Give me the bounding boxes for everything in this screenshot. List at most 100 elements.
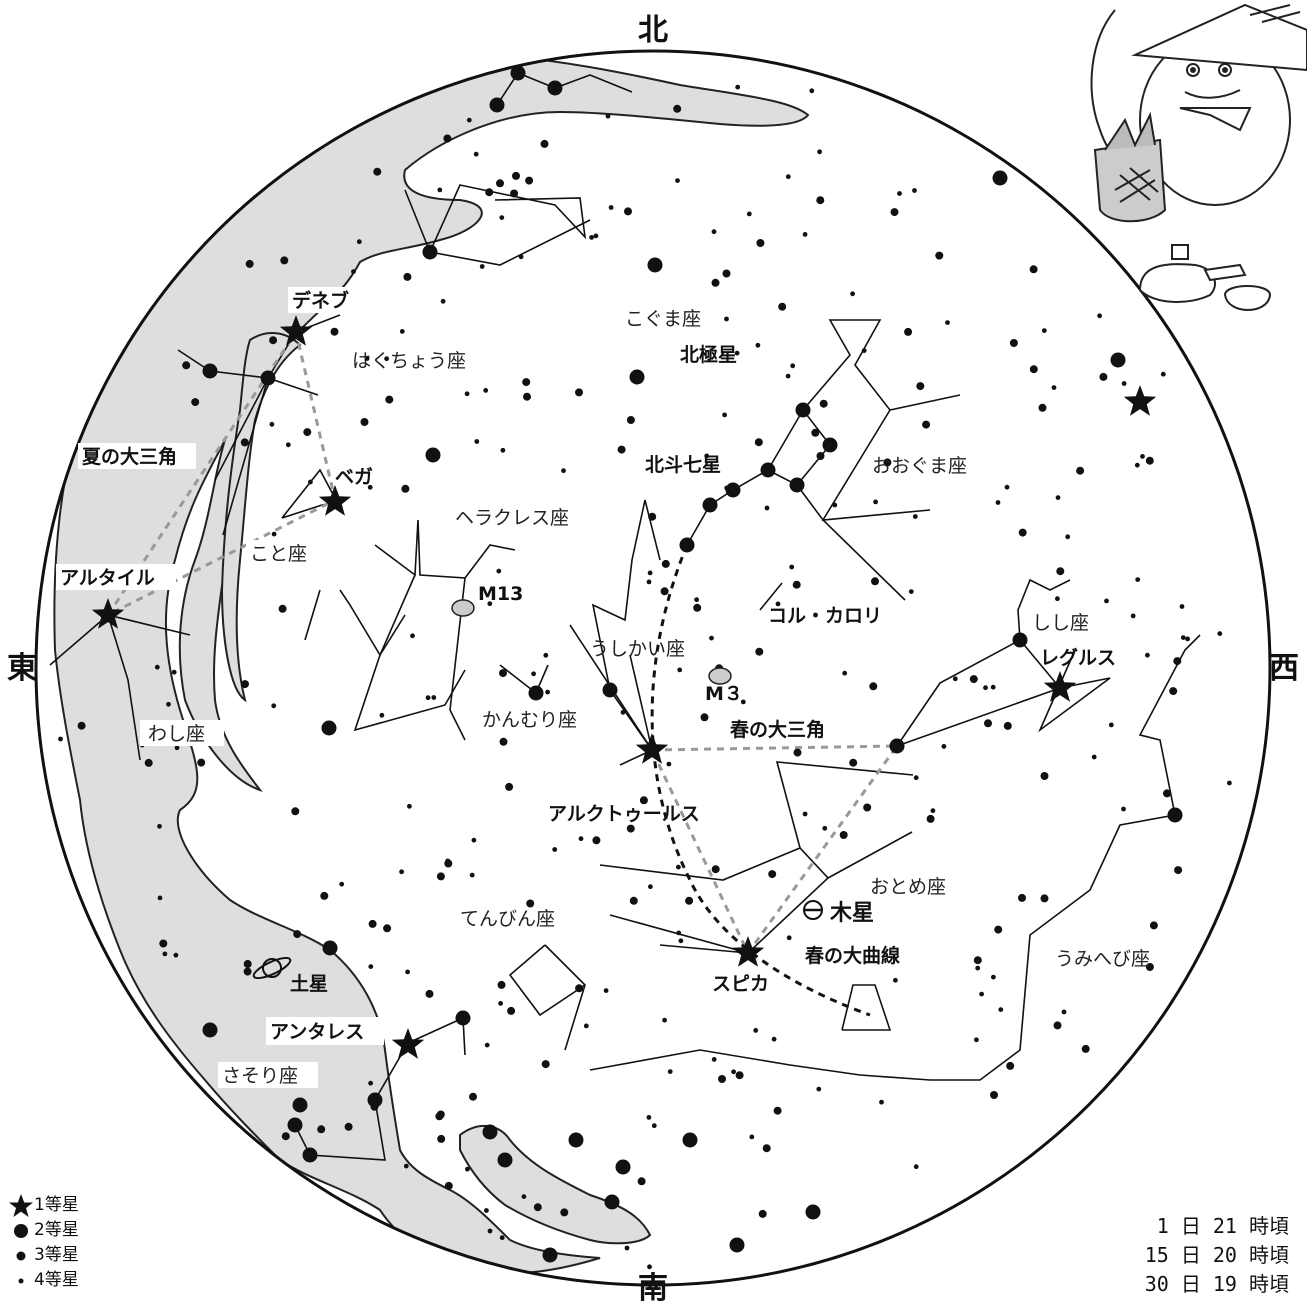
legend-row-3: 3等星 — [8, 1243, 79, 1268]
label-polaris: 北極星 — [680, 343, 737, 366]
fourth-mag-star — [496, 568, 502, 574]
third-mag-star — [505, 782, 514, 791]
third-mag-star — [560, 1208, 569, 1217]
second-mag-star — [615, 1159, 631, 1175]
fourth-mag-star — [897, 191, 902, 196]
legend-label-4: 4等星 — [34, 1270, 79, 1290]
second-mag-star — [679, 537, 695, 553]
fourth-mag-star — [735, 84, 741, 90]
label-arcturus: アルクトゥールス — [548, 803, 700, 825]
third-mag-star — [1169, 687, 1178, 696]
fourth-mag-star — [368, 964, 374, 969]
fourth-mag-star — [785, 373, 791, 379]
label-ursa-major: おおぐま座 — [872, 455, 967, 477]
third-mag-star — [811, 428, 820, 437]
fourth-mag-star — [646, 579, 652, 585]
third-mag-star — [755, 647, 764, 656]
third-mag-star — [1149, 921, 1158, 930]
fourth-mag-star — [930, 808, 936, 814]
third-mag-star — [512, 171, 520, 180]
fourth-mag-star — [676, 930, 682, 936]
fourth-mag-star — [753, 1028, 759, 1033]
star-arcturus — [635, 733, 669, 764]
fourth-mag-star — [1134, 462, 1140, 468]
third-mag-star — [758, 1209, 767, 1218]
third-mag-star — [159, 939, 168, 948]
third-mag-star — [883, 458, 892, 467]
third-mag-star — [540, 139, 549, 148]
third-mag-star — [722, 269, 731, 278]
third-mag-star — [816, 196, 825, 205]
fourth-mag-star — [1130, 613, 1136, 619]
second-mag-star — [702, 497, 718, 513]
fourth-mag-star — [990, 684, 996, 690]
third-mag-star — [1029, 265, 1038, 274]
fourth-mag-star — [694, 597, 699, 603]
third-mag-star — [281, 1132, 290, 1141]
third-mag-star — [711, 278, 720, 287]
third-mag-star — [904, 327, 913, 336]
fourth-mag-star — [746, 211, 752, 217]
third-mag-star — [1163, 789, 1171, 798]
jupiter-icon — [803, 900, 823, 920]
third-mag-star — [624, 207, 632, 216]
third-mag-star — [575, 984, 584, 993]
third-mag-star — [575, 388, 583, 397]
third-mag-star — [660, 587, 669, 596]
fourth-mag-star — [464, 391, 470, 397]
second-mag-star — [202, 363, 218, 379]
third-mag-star — [443, 134, 452, 143]
second-mag-star — [602, 682, 618, 698]
fourth-mag-star — [531, 671, 536, 677]
fourth-mag-star — [271, 531, 277, 537]
third-mag-star — [373, 167, 382, 176]
legend-label-3: 3等星 — [34, 1245, 79, 1265]
third-mag-star — [317, 1125, 326, 1134]
fourth-mag-star — [1041, 328, 1047, 333]
fourth-mag-star — [912, 188, 917, 193]
second-mag-star — [1012, 632, 1028, 648]
third-mag-star — [792, 580, 801, 589]
star-antares — [391, 1028, 425, 1059]
magnitude-legend: 1等星 2等星 3等星 4等星 — [8, 1193, 79, 1293]
label-lyra: こと座 — [250, 543, 307, 565]
fourth-mag-star — [709, 635, 714, 641]
star-deneb — [279, 315, 313, 346]
third-mag-star — [711, 865, 720, 874]
label-antares: アンタレス — [270, 1021, 364, 1043]
fourth-mag-star — [991, 974, 996, 980]
fourth-mag-star — [1061, 1009, 1067, 1015]
fourth-mag-star — [1065, 534, 1071, 540]
fourth-mag-star — [893, 977, 898, 983]
third-mag-star — [269, 336, 278, 345]
third-mag-star — [182, 361, 191, 370]
label-regulus: レグルス — [1040, 646, 1116, 669]
fourth-mag-star — [651, 1123, 657, 1129]
fourth-mag-star — [785, 174, 791, 180]
third-mag-star — [330, 327, 339, 336]
third-mag-star — [1145, 963, 1154, 971]
time-1: 1 日 21 時頃 — [1156, 1214, 1289, 1238]
fourth-mag-star — [816, 1086, 822, 1092]
fourth-mag-star — [704, 453, 710, 459]
star-first-mag — [1123, 385, 1157, 416]
spring-curve-line — [650, 544, 871, 1017]
third-mag-star — [1018, 528, 1027, 537]
second-mag-star — [482, 1124, 498, 1140]
spring-triangle-lines — [650, 744, 900, 956]
third-mag-star — [969, 675, 978, 684]
third-mag-star — [444, 1181, 453, 1190]
fourth-mag-star — [154, 664, 160, 670]
third-mag-star — [1099, 372, 1108, 381]
third-mag-star — [437, 1134, 446, 1143]
second-mag-star — [202, 1022, 218, 1038]
third-mag-star — [1018, 893, 1026, 902]
third-mag-star — [926, 814, 935, 823]
third-mag-star — [768, 870, 777, 879]
second-mag-star — [889, 738, 905, 754]
fourth-mag-star — [285, 442, 291, 448]
fourth-mag-star — [861, 348, 867, 353]
fourth-mag-star — [995, 500, 1001, 505]
fourth-mag-star — [731, 1069, 736, 1075]
fourth-mag-star — [711, 1057, 717, 1062]
